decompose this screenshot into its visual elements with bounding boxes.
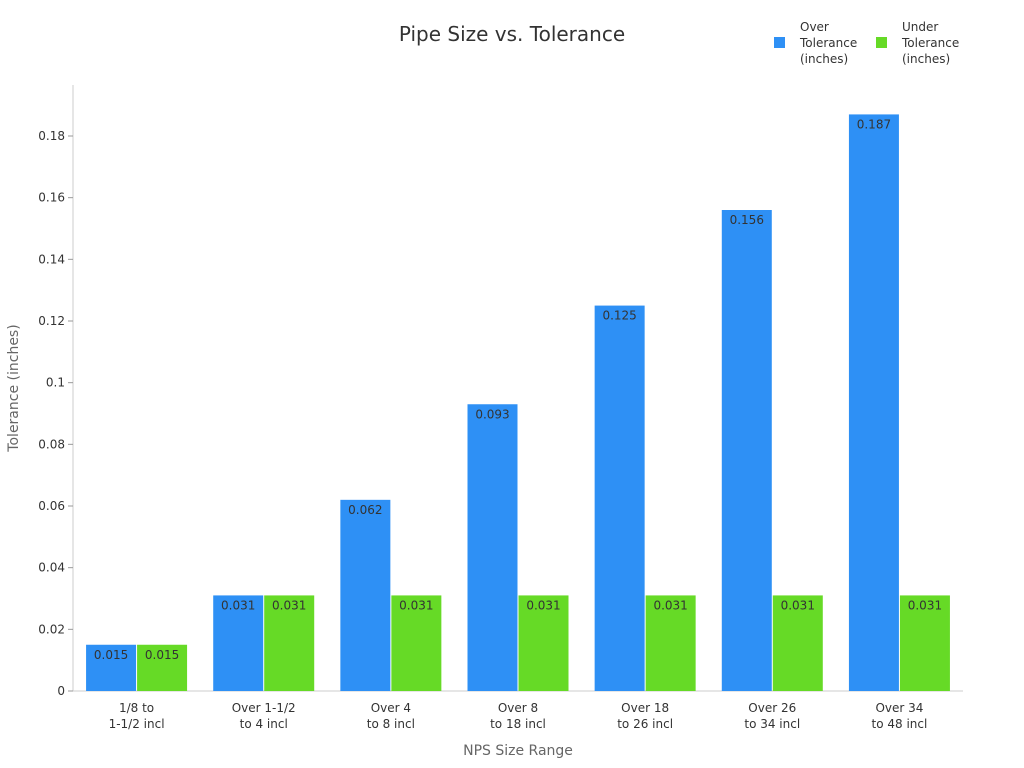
y-tick-label: 0.02 — [38, 622, 65, 636]
legend-label-over: Over Tolerance (inches) — [800, 20, 858, 66]
y-tick-label: 0.1 — [46, 376, 65, 390]
bar-under — [772, 595, 823, 691]
data-label: 0.125 — [602, 309, 636, 323]
bar-under — [137, 644, 188, 691]
bar-under — [391, 595, 442, 691]
x-tick-label: Over 18 — [621, 701, 669, 715]
data-label: 0.031 — [653, 598, 687, 612]
x-tick-label: 1/8 to — [119, 701, 154, 715]
y-tick-label: 0.12 — [38, 314, 65, 328]
data-label: 0.093 — [475, 407, 509, 421]
data-label: 0.031 — [908, 598, 942, 612]
data-label: 0.062 — [348, 503, 382, 517]
y-tick-label: 0.16 — [38, 191, 65, 205]
x-tick-label: Over 1-1/2 — [232, 701, 296, 715]
y-tick-label: 0.18 — [38, 129, 65, 143]
bar-over — [594, 305, 645, 691]
chart-title: Pipe Size vs. Tolerance — [398, 22, 626, 46]
bar-over — [213, 595, 264, 691]
y-axis-title: Tolerance (inches) — [6, 324, 22, 452]
bar-over — [340, 499, 391, 691]
data-label: 0.187 — [857, 117, 891, 131]
x-tick-label: 1-1/2 incl — [109, 717, 165, 731]
x-tick-label: Over 34 — [875, 701, 923, 715]
y-tick-label: 0.04 — [38, 561, 65, 575]
bar-under — [645, 595, 696, 691]
bar-over — [721, 210, 772, 691]
data-label: 0.031 — [221, 598, 255, 612]
bar-under — [518, 595, 569, 691]
x-tick-label: to 34 incl — [744, 717, 800, 731]
bar-over — [848, 114, 899, 691]
y-tick-label: 0.06 — [38, 499, 65, 513]
data-label: 0.156 — [730, 213, 764, 227]
data-label: 0.031 — [781, 598, 815, 612]
bar-over — [467, 404, 518, 691]
x-tick-label: to 26 incl — [617, 717, 673, 731]
bar-under — [264, 595, 315, 691]
y-tick-label: 0.08 — [38, 437, 65, 451]
legend-label-under: Under Tolerance (inches) — [902, 20, 960, 66]
x-tick-label: Over 8 — [498, 701, 538, 715]
y-tick-label: 0 — [57, 684, 65, 698]
data-label: 0.031 — [399, 598, 433, 612]
x-tick-label: to 18 incl — [490, 717, 546, 731]
x-tick-label: to 4 incl — [240, 717, 288, 731]
x-tick-label: to 8 incl — [367, 717, 415, 731]
legend-swatch-over — [774, 37, 785, 48]
data-label: 0.015 — [145, 648, 179, 662]
x-tick-label: Over 26 — [748, 701, 796, 715]
x-tick-label: to 48 incl — [872, 717, 928, 731]
data-label: 0.031 — [526, 598, 560, 612]
bar-under — [899, 595, 950, 691]
legend-swatch-under — [876, 37, 887, 48]
x-tick-label: Over 4 — [371, 701, 411, 715]
bar-over — [86, 644, 137, 691]
y-tick-label: 0.14 — [38, 252, 65, 266]
x-axis-title: NPS Size Range — [463, 743, 573, 759]
data-label: 0.031 — [272, 598, 306, 612]
data-label: 0.015 — [94, 648, 128, 662]
